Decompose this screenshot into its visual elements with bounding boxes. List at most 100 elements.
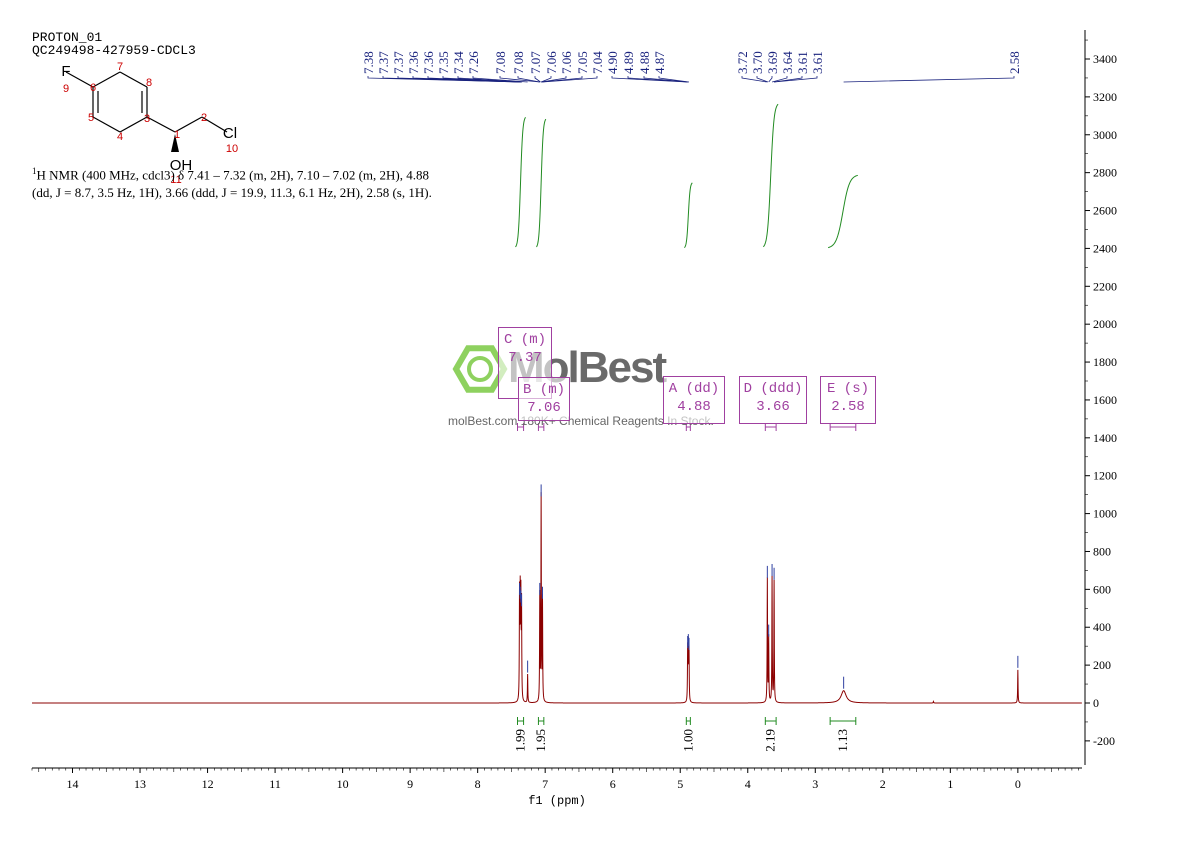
y-tick-label: 1600: [1093, 393, 1117, 407]
peak-label-leader: [541, 76, 583, 83]
atom-label: OH: [170, 157, 193, 174]
peak-label-leader: [542, 76, 598, 83]
peak-label: 7.38: [361, 51, 376, 74]
y-tick-label: 1800: [1093, 355, 1117, 369]
peak-label: 3.69: [765, 51, 780, 74]
peak-label: 4.90: [605, 51, 620, 74]
bond: [92, 71, 121, 88]
integral-value: 1.95: [533, 729, 548, 752]
y-tick-label: 3000: [1093, 128, 1117, 142]
multiplet-value: 7.06: [527, 400, 561, 416]
x-tick-label: 10: [337, 777, 349, 791]
peak-label: 7.07: [528, 51, 543, 74]
y-tick-label: 600: [1093, 582, 1111, 596]
peak-label: 7.37: [391, 51, 406, 74]
atom-label: F: [61, 63, 70, 80]
stereo-wedge: [171, 134, 179, 152]
peak-label-leader: [472, 76, 528, 83]
peak-label-leader: [534, 76, 541, 83]
description-text: H NMR (400 MHz, cdcl3) δ 7.41 – 7.32 (m,…: [32, 167, 432, 201]
y-tick-label: 3200: [1093, 90, 1117, 104]
multiplet-box: A (dd) 4.88: [663, 376, 725, 424]
peak-label-leader: [457, 76, 523, 83]
logo-hexagon: [452, 345, 508, 393]
peak-label: 4.87: [652, 51, 667, 74]
logo-ring: [467, 356, 493, 382]
bond: [201, 116, 228, 133]
peak-label: 4.89: [621, 51, 636, 74]
peak-label-leader: [741, 76, 767, 83]
peak-label-leader: [774, 76, 818, 83]
nmr-description: 1H NMR (400 MHz, cdcl3) δ 7.41 – 7.32 (m…: [32, 162, 442, 202]
spectrum-header: PROTON_01 QC249498-427959-CDCL3: [32, 31, 196, 57]
description-superscript: 1: [32, 166, 37, 176]
integral-curve: [828, 174, 858, 249]
atom-number: 7: [117, 61, 123, 73]
x-tick-label: 13: [134, 777, 146, 791]
y-tick-label: 2600: [1093, 204, 1117, 218]
multiplet-name: C (m): [503, 332, 546, 348]
x-tick-label: 11: [269, 777, 281, 791]
peak-label: 7.37: [376, 51, 391, 74]
peak-label-leader: [768, 76, 773, 83]
bond: [146, 116, 176, 133]
multiplet-value: 4.88: [677, 399, 711, 415]
multiplet-value: 7.37: [508, 350, 542, 366]
peak-label-leader: [517, 76, 540, 83]
multiplet-name: D (ddd): [743, 381, 803, 397]
experiment-name: PROTON_01: [32, 30, 103, 45]
atom-number: 10: [226, 143, 238, 155]
peak-label: 7.06: [559, 51, 574, 74]
x-tick-label: 1: [947, 777, 953, 791]
x-tick-label: 9: [407, 777, 413, 791]
x-tick-label: 6: [610, 777, 616, 791]
y-tick-label: 1400: [1093, 431, 1117, 445]
peak-label-leader: [771, 76, 788, 83]
multiplet-box: D (ddd) 3.66: [739, 376, 807, 424]
peak-label-leader: [658, 76, 690, 83]
bond: [92, 116, 121, 133]
multiplet-box: E (s) 2.58: [820, 376, 876, 424]
x-tick-label: 2: [880, 777, 886, 791]
atom-number: 5: [88, 112, 94, 124]
peak-label-leader: [541, 76, 567, 83]
x-tick-label: 0: [1015, 777, 1021, 791]
x-tick-label: 14: [67, 777, 79, 791]
peak-label-leader: [643, 76, 689, 83]
multiplet-name: A (dd): [668, 381, 720, 397]
atom-number: 2: [201, 112, 207, 124]
multiplet-box: B (m) 7.06: [518, 377, 570, 421]
peak-label: 7.35: [436, 51, 451, 74]
multiplet-value: 2.58: [831, 399, 865, 415]
sample-id: QC249498-427959-CDCL3: [32, 43, 196, 58]
y-tick-label: -200: [1093, 734, 1115, 748]
peak-label-leader: [627, 76, 688, 83]
y-tick-label: 2800: [1093, 166, 1117, 180]
watermark-logo: [452, 345, 508, 393]
integral-curve: [515, 116, 526, 248]
peak-label-leader: [499, 76, 540, 83]
atom-number: 3: [144, 113, 150, 125]
peak-label: 7.26: [466, 51, 481, 74]
peak-label: 7.34: [451, 51, 466, 74]
peak-label: 3.64: [780, 51, 795, 74]
integral-curve: [683, 182, 693, 249]
peak-label: 2.58: [1007, 51, 1022, 74]
x-tick-label: 4: [745, 777, 751, 791]
peak-label: 3.72: [735, 51, 750, 74]
y-tick-label: 1000: [1093, 507, 1117, 521]
integral-value: 1.00: [680, 729, 695, 752]
y-tick-label: 2000: [1093, 317, 1117, 331]
y-tick-label: 2400: [1093, 241, 1117, 255]
peak-label: 7.08: [511, 51, 526, 74]
multiplet-name: B (m): [522, 382, 565, 398]
integral-curve: [536, 118, 547, 248]
atom-number: 4: [117, 131, 123, 143]
peak-label: 7.36: [406, 51, 421, 74]
peak-label: 7.05: [575, 51, 590, 74]
integral-value: 1.13: [835, 729, 850, 752]
multiplet-name: E (s): [826, 381, 869, 397]
atom-number: 8: [146, 77, 152, 89]
x-tick-label: 8: [475, 777, 481, 791]
